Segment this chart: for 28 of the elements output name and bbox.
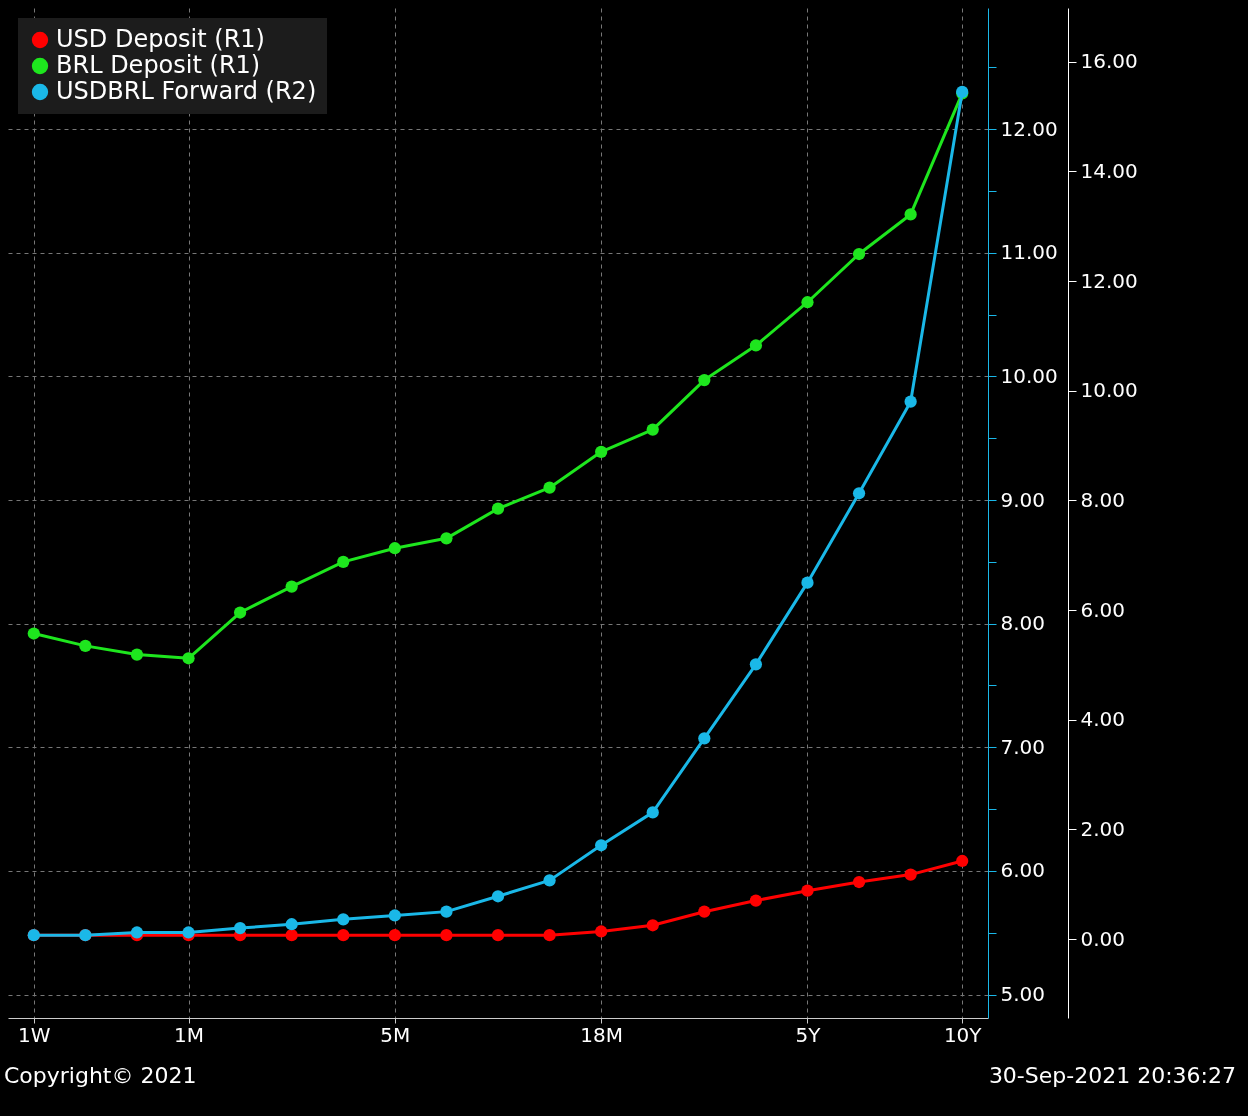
legend-label: USD Deposit (R1) — [56, 25, 265, 53]
y2-tick-label: 8.00 — [1080, 487, 1126, 512]
text: Copyright© 2021 — [4, 1063, 197, 1088]
x-tick-label: 1M — [174, 1022, 205, 1047]
y2-tick-label: 6.00 — [1080, 597, 1126, 622]
legend-label: USDBRL Forward (R2) — [56, 77, 317, 105]
x-tick-label: 5M — [380, 1022, 411, 1047]
y2-tick-label: 14.00 — [1080, 158, 1138, 183]
y2-tick-label: 2.00 — [1080, 816, 1126, 841]
y-tick-label: 8.00 — [1000, 611, 1046, 636]
y2-tick-label: 16.00 — [1080, 49, 1138, 74]
y-tick-label: 6.00 — [1000, 858, 1046, 883]
y-tick-label: 11.00 — [1000, 240, 1058, 265]
text: 30-Sep-2021 20:36:27 — [988, 1063, 1236, 1088]
y-tick-label: 5.00 — [1000, 982, 1046, 1007]
y2-tick-label: 4.00 — [1080, 707, 1126, 732]
x-tick-label: 1W — [18, 1022, 51, 1047]
y2-tick-label: 10.00 — [1080, 378, 1138, 403]
y-tick-label: 10.00 — [1000, 363, 1058, 388]
x-tick-label: 10Y — [943, 1022, 983, 1047]
y-tick-label: 7.00 — [1000, 734, 1046, 759]
x-tick-label: 5Y — [795, 1022, 822, 1047]
y2-tick-label: 0.00 — [1080, 926, 1126, 951]
y-tick-label: 12.00 — [1000, 116, 1058, 141]
y2-tick-label: 12.00 — [1080, 268, 1138, 293]
legend-label: BRL Deposit (R1) — [56, 51, 261, 79]
x-tick-label: 18M — [580, 1022, 624, 1047]
y-tick-label: 9.00 — [1000, 487, 1046, 512]
